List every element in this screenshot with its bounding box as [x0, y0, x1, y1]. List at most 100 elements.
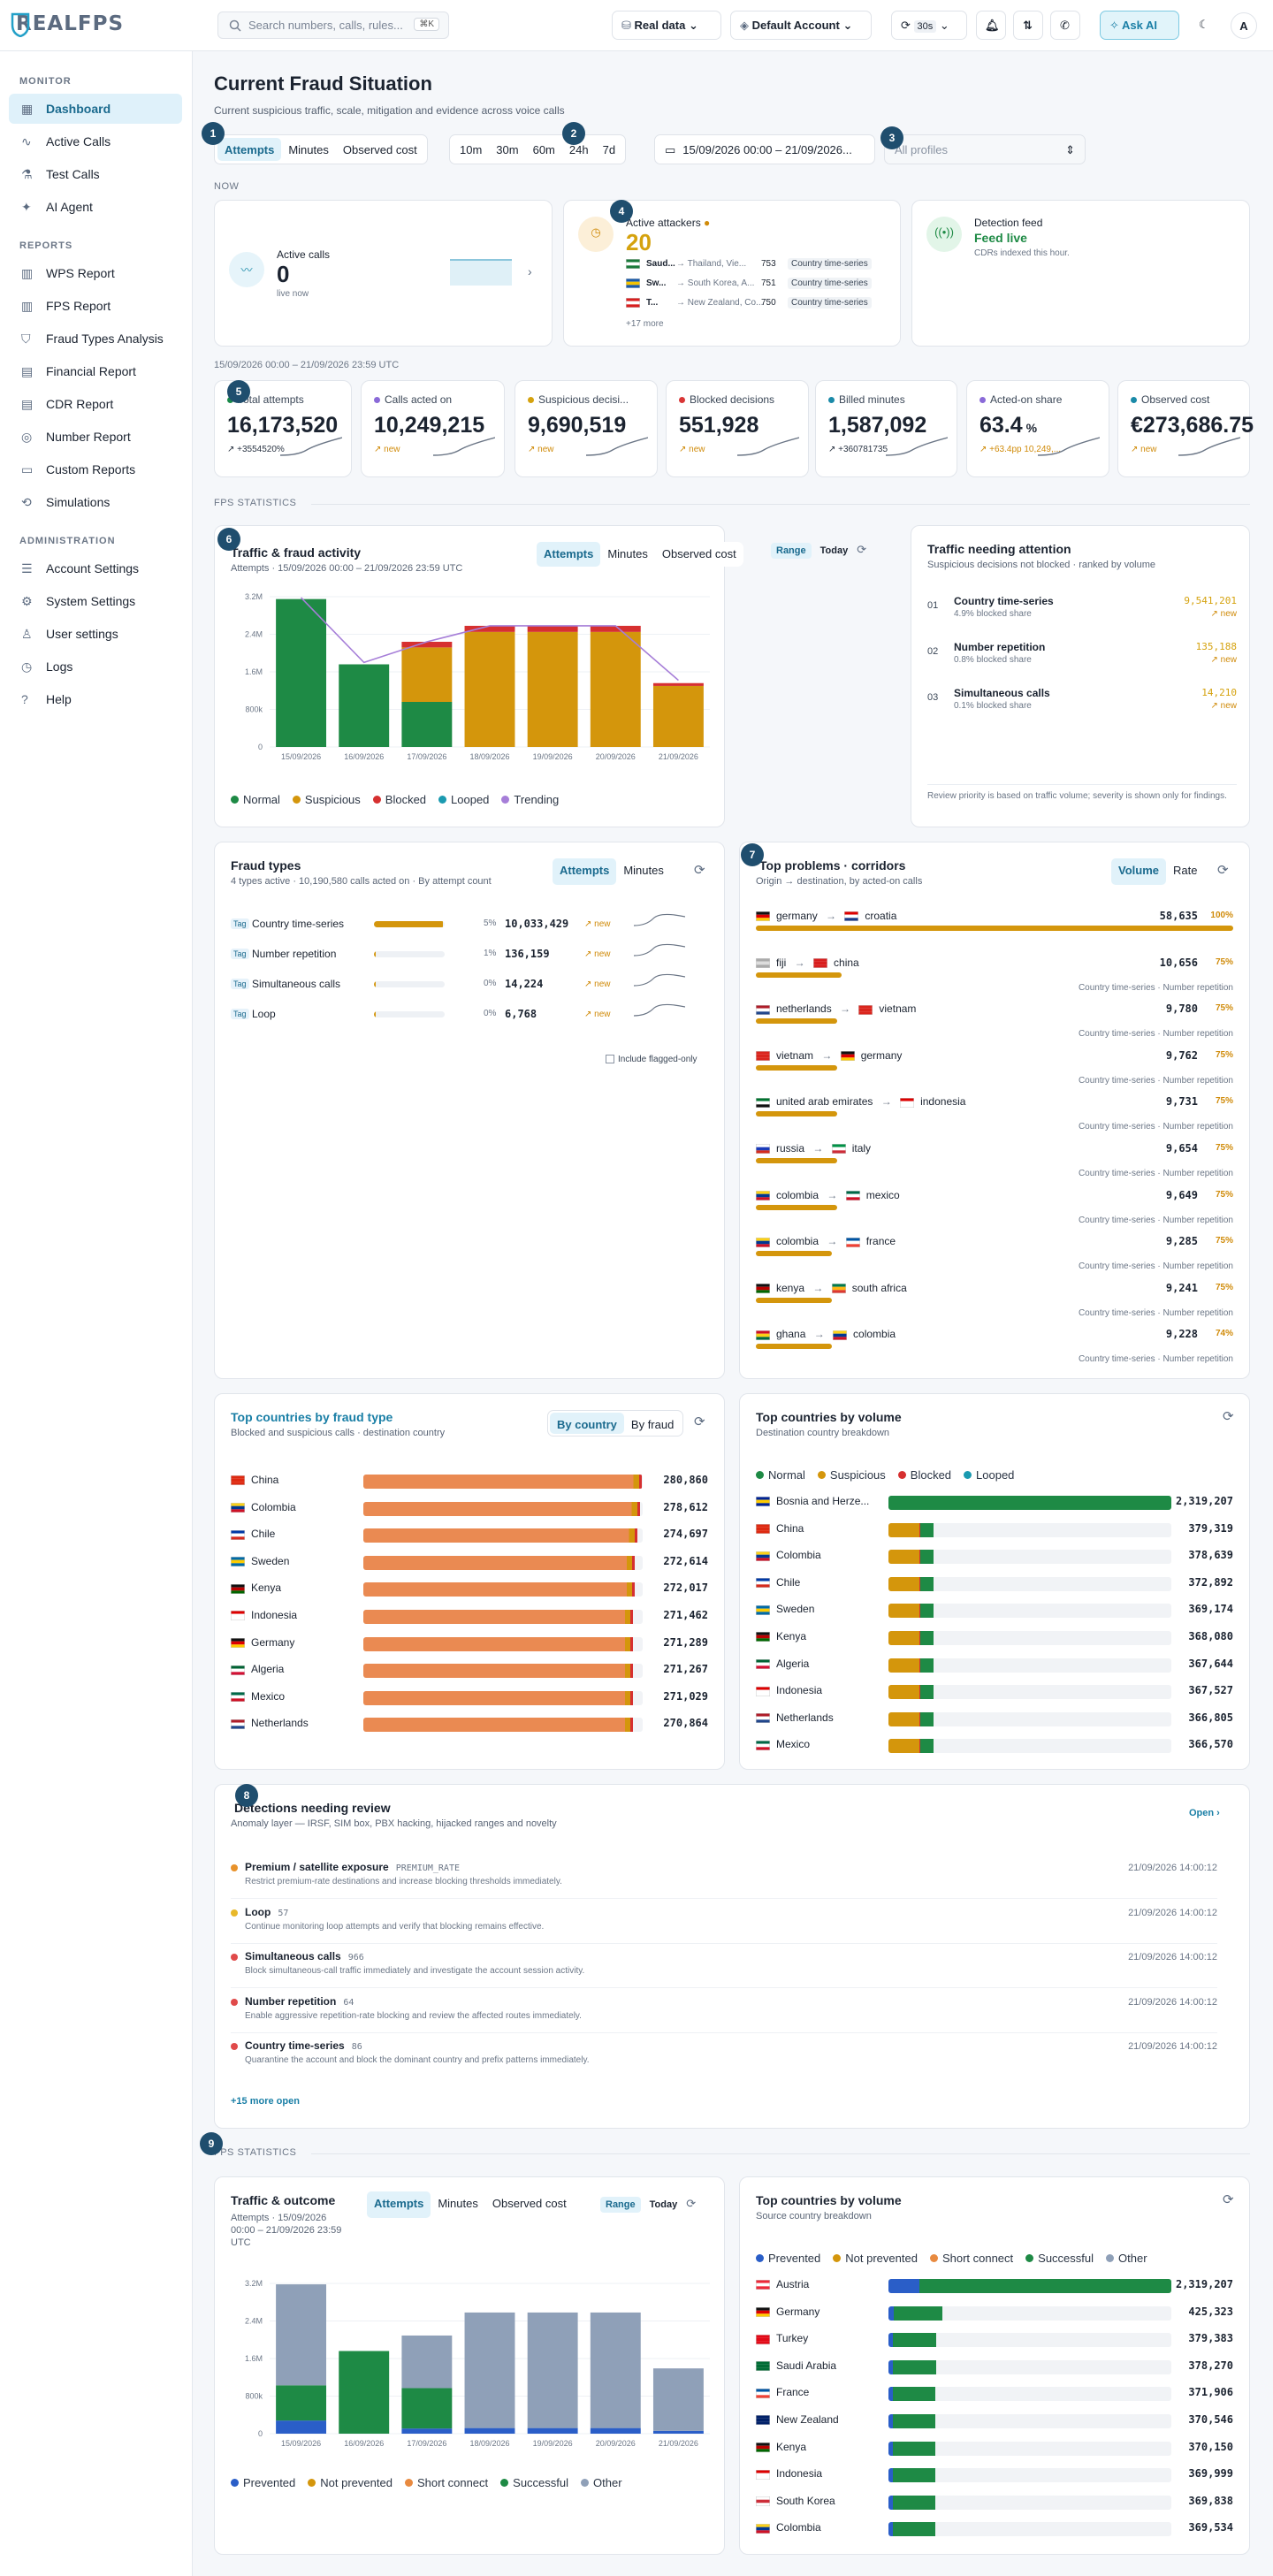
sidebar-item-dashboard[interactable]: ▦ Dashboard: [9, 94, 182, 124]
attacker-row[interactable]: Sw... → South Korea, A... 751 Country time-…: [626, 278, 872, 290]
bar-suspicious[interactable]: [652, 685, 704, 747]
bar-suspicious[interactable]: [401, 647, 453, 702]
tab-by-fraud[interactable]: By fraud: [630, 1418, 675, 1431]
corridor-row[interactable]: vietnam → germany 9,762 75% Country time-se…: [756, 1049, 1233, 1090]
detection-row[interactable]: Simultaneous calls 966 Block simultaneous-…: [231, 1950, 1235, 1989]
avatar[interactable]: A: [1231, 12, 1257, 39]
more-detections-link[interactable]: +15 more open: [231, 2096, 300, 2107]
corridor-row[interactable]: ghana → colombia 9,228 74% Country time-ser…: [756, 1328, 1233, 1368]
sidebar-item-wps-report[interactable]: ▥ WPS Report: [9, 258, 182, 288]
sidebar-item-user-settings[interactable]: ♙ User settings: [9, 619, 182, 649]
corridor-row[interactable]: colombia → mexico 9,649 75% Country time-se…: [756, 1189, 1233, 1230]
legend-item[interactable]: Looped: [964, 1468, 1014, 1482]
legend-item[interactable]: Suspicious: [817, 1468, 886, 1482]
tab-observed-cost[interactable]: Observed cost: [661, 547, 736, 560]
sidebar-item-account-settings[interactable]: ☰ Account Settings: [9, 553, 182, 583]
legend-item[interactable]: Normal: [231, 793, 280, 806]
country-row[interactable]: Sweden 272,614: [231, 1553, 708, 1573]
tab-minutes[interactable]: Minutes: [607, 547, 648, 560]
sidebar-item-number-report[interactable]: ◎ Number Report: [9, 422, 182, 452]
tab-attempts[interactable]: Attempts: [537, 542, 601, 567]
bar-successful[interactable]: [401, 2388, 453, 2429]
bar-prevented[interactable]: [527, 2427, 578, 2434]
attention-row[interactable]: 03 Simultaneous calls 0.1% blocked share 14…: [927, 685, 1237, 724]
country-row[interactable]: France 371,906: [756, 2384, 1233, 2404]
legend-item[interactable]: Successful: [1025, 2252, 1094, 2265]
legend-item[interactable]: Suspicious: [292, 793, 361, 806]
range-button[interactable]: Range: [600, 2197, 641, 2213]
bar-normal[interactable]: [339, 664, 390, 748]
corridor-row[interactable]: kenya → south africa 9,241 75% Country time…: [756, 1282, 1233, 1322]
bar-successful[interactable]: [339, 2351, 390, 2435]
sidebar-item-fraud-types-analysis[interactable]: ⛉ Fraud Types Analysis: [9, 324, 182, 354]
attention-row[interactable]: 02 Number repetition 0.8% blocked share 135…: [927, 639, 1237, 678]
active-calls-card[interactable]: 〰 Active calls 0 live now ›: [214, 200, 553, 347]
country-row[interactable]: Mexico 271,029: [231, 1688, 708, 1708]
active-attackers-card[interactable]: ◷ Active attackers ● 20 Saud...→ Thailan…: [563, 200, 901, 347]
attacker-row[interactable]: Saud...→ Thailand, Vie... 753 Country time…: [626, 258, 872, 271]
legend-item[interactable]: Not prevented: [833, 2252, 918, 2265]
sidebar-item-cdr-report[interactable]: ▤ CDR Report: [9, 389, 182, 419]
bar-blocked[interactable]: [652, 682, 704, 686]
fraud-type-row[interactable]: Tag Number repetition 1% 136,159 ↗ new: [231, 943, 708, 968]
refresh-icon[interactable]: ⟳: [1217, 863, 1229, 878]
routes-button[interactable]: ⇅: [1013, 11, 1043, 40]
legend-item[interactable]: Short connect: [404, 2476, 488, 2489]
corridor-row[interactable]: netherlands → vietnam 9,780 75% Country tim…: [756, 1002, 1233, 1043]
country-row[interactable]: Kenya 368,080: [756, 1628, 1233, 1648]
legend-item[interactable]: Not prevented: [308, 2476, 393, 2489]
refresh-icon[interactable]: ⟳: [694, 863, 705, 878]
attention-row[interactable]: 01 Country time-series 4.9% blocked share 9…: [927, 593, 1237, 632]
kpi-card[interactable]: Suspicious decisi... 9,690,519 ↗ new: [515, 380, 658, 477]
include-flagged-checkbox[interactable]: Include flagged-only: [606, 1055, 697, 1064]
country-row[interactable]: Colombia 378,639: [756, 1547, 1233, 1566]
detection-feed-card[interactable]: ((•)) Detection feed Feed live CDRs inde…: [911, 200, 1250, 347]
bar-prevented[interactable]: [276, 2420, 327, 2434]
tab-24h[interactable]: 24h: [568, 143, 589, 156]
legend-item[interactable]: Other: [1106, 2252, 1147, 2265]
country-row[interactable]: Chile 372,892: [756, 1574, 1233, 1594]
tab-10m[interactable]: 10m: [460, 143, 483, 156]
tab-observed-cost[interactable]: Observed cost: [492, 2197, 567, 2210]
detection-row[interactable]: Loop 57 Continue monitoring loop attempts …: [231, 1906, 1235, 1945]
app-logo[interactable]: REALFPS: [11, 12, 124, 37]
bar-successful[interactable]: [276, 2385, 327, 2421]
date-range-picker[interactable]: ▭ 15/09/2026 00:00 – 21/09/2026...: [654, 134, 875, 164]
bar-other[interactable]: [652, 2368, 704, 2431]
tab-minutes[interactable]: Minutes: [288, 143, 329, 156]
kpi-card[interactable]: Total attempts 16,173,520 ↗ +3554520%: [214, 380, 352, 477]
refresh-icon[interactable]: ⟳: [1223, 1409, 1234, 1424]
country-row[interactable]: South Korea 369,838: [756, 2493, 1233, 2512]
bar-other[interactable]: [590, 2312, 641, 2428]
tab-60m[interactable]: 60m: [532, 143, 555, 156]
country-row[interactable]: Austria 2,319,207: [756, 2276, 1233, 2296]
bar-suspicious[interactable]: [590, 631, 641, 747]
sidebar-item-simulations[interactable]: ⟲ Simulations: [9, 487, 182, 517]
country-row[interactable]: Indonesia 367,527: [756, 1682, 1233, 1702]
legend-item[interactable]: Looped: [438, 793, 489, 806]
legend-item[interactable]: Prevented: [756, 2252, 820, 2265]
today-button[interactable]: Today: [649, 2199, 678, 2210]
tab-volume[interactable]: Volume: [1111, 858, 1166, 885]
bar-other[interactable]: [464, 2312, 515, 2428]
tab-attempts[interactable]: Attempts: [553, 858, 617, 885]
bar-blocked[interactable]: [527, 625, 578, 632]
country-row[interactable]: Chile 274,697: [231, 1526, 708, 1545]
data-source-select[interactable]: ⛁ Real data ⌄: [612, 11, 721, 40]
sidebar-item-custom-reports[interactable]: ▭ Custom Reports: [9, 454, 182, 484]
sidebar-item-active-calls[interactable]: ∿ Active Calls: [9, 126, 182, 156]
tab-30m[interactable]: 30m: [496, 143, 519, 156]
bar-other[interactable]: [276, 2284, 327, 2386]
refresh-icon[interactable]: ⟳: [694, 1414, 705, 1429]
legend-item[interactable]: Short connect: [929, 2252, 1013, 2265]
sidebar-item-help[interactable]: ? Help: [9, 684, 182, 714]
country-row[interactable]: Algeria 271,267: [231, 1661, 708, 1680]
legend-item[interactable]: Trending: [501, 793, 559, 806]
account-select[interactable]: ◈ Default Account ⌄: [730, 11, 872, 40]
bar-prevented[interactable]: [652, 2430, 704, 2434]
country-row[interactable]: China 280,860: [231, 1472, 708, 1491]
country-row[interactable]: Algeria 367,644: [756, 1656, 1233, 1675]
bar-prevented[interactable]: [401, 2428, 453, 2434]
refresh-icon[interactable]: ⟳: [1223, 2192, 1234, 2207]
country-row[interactable]: Colombia 369,534: [756, 2519, 1233, 2539]
